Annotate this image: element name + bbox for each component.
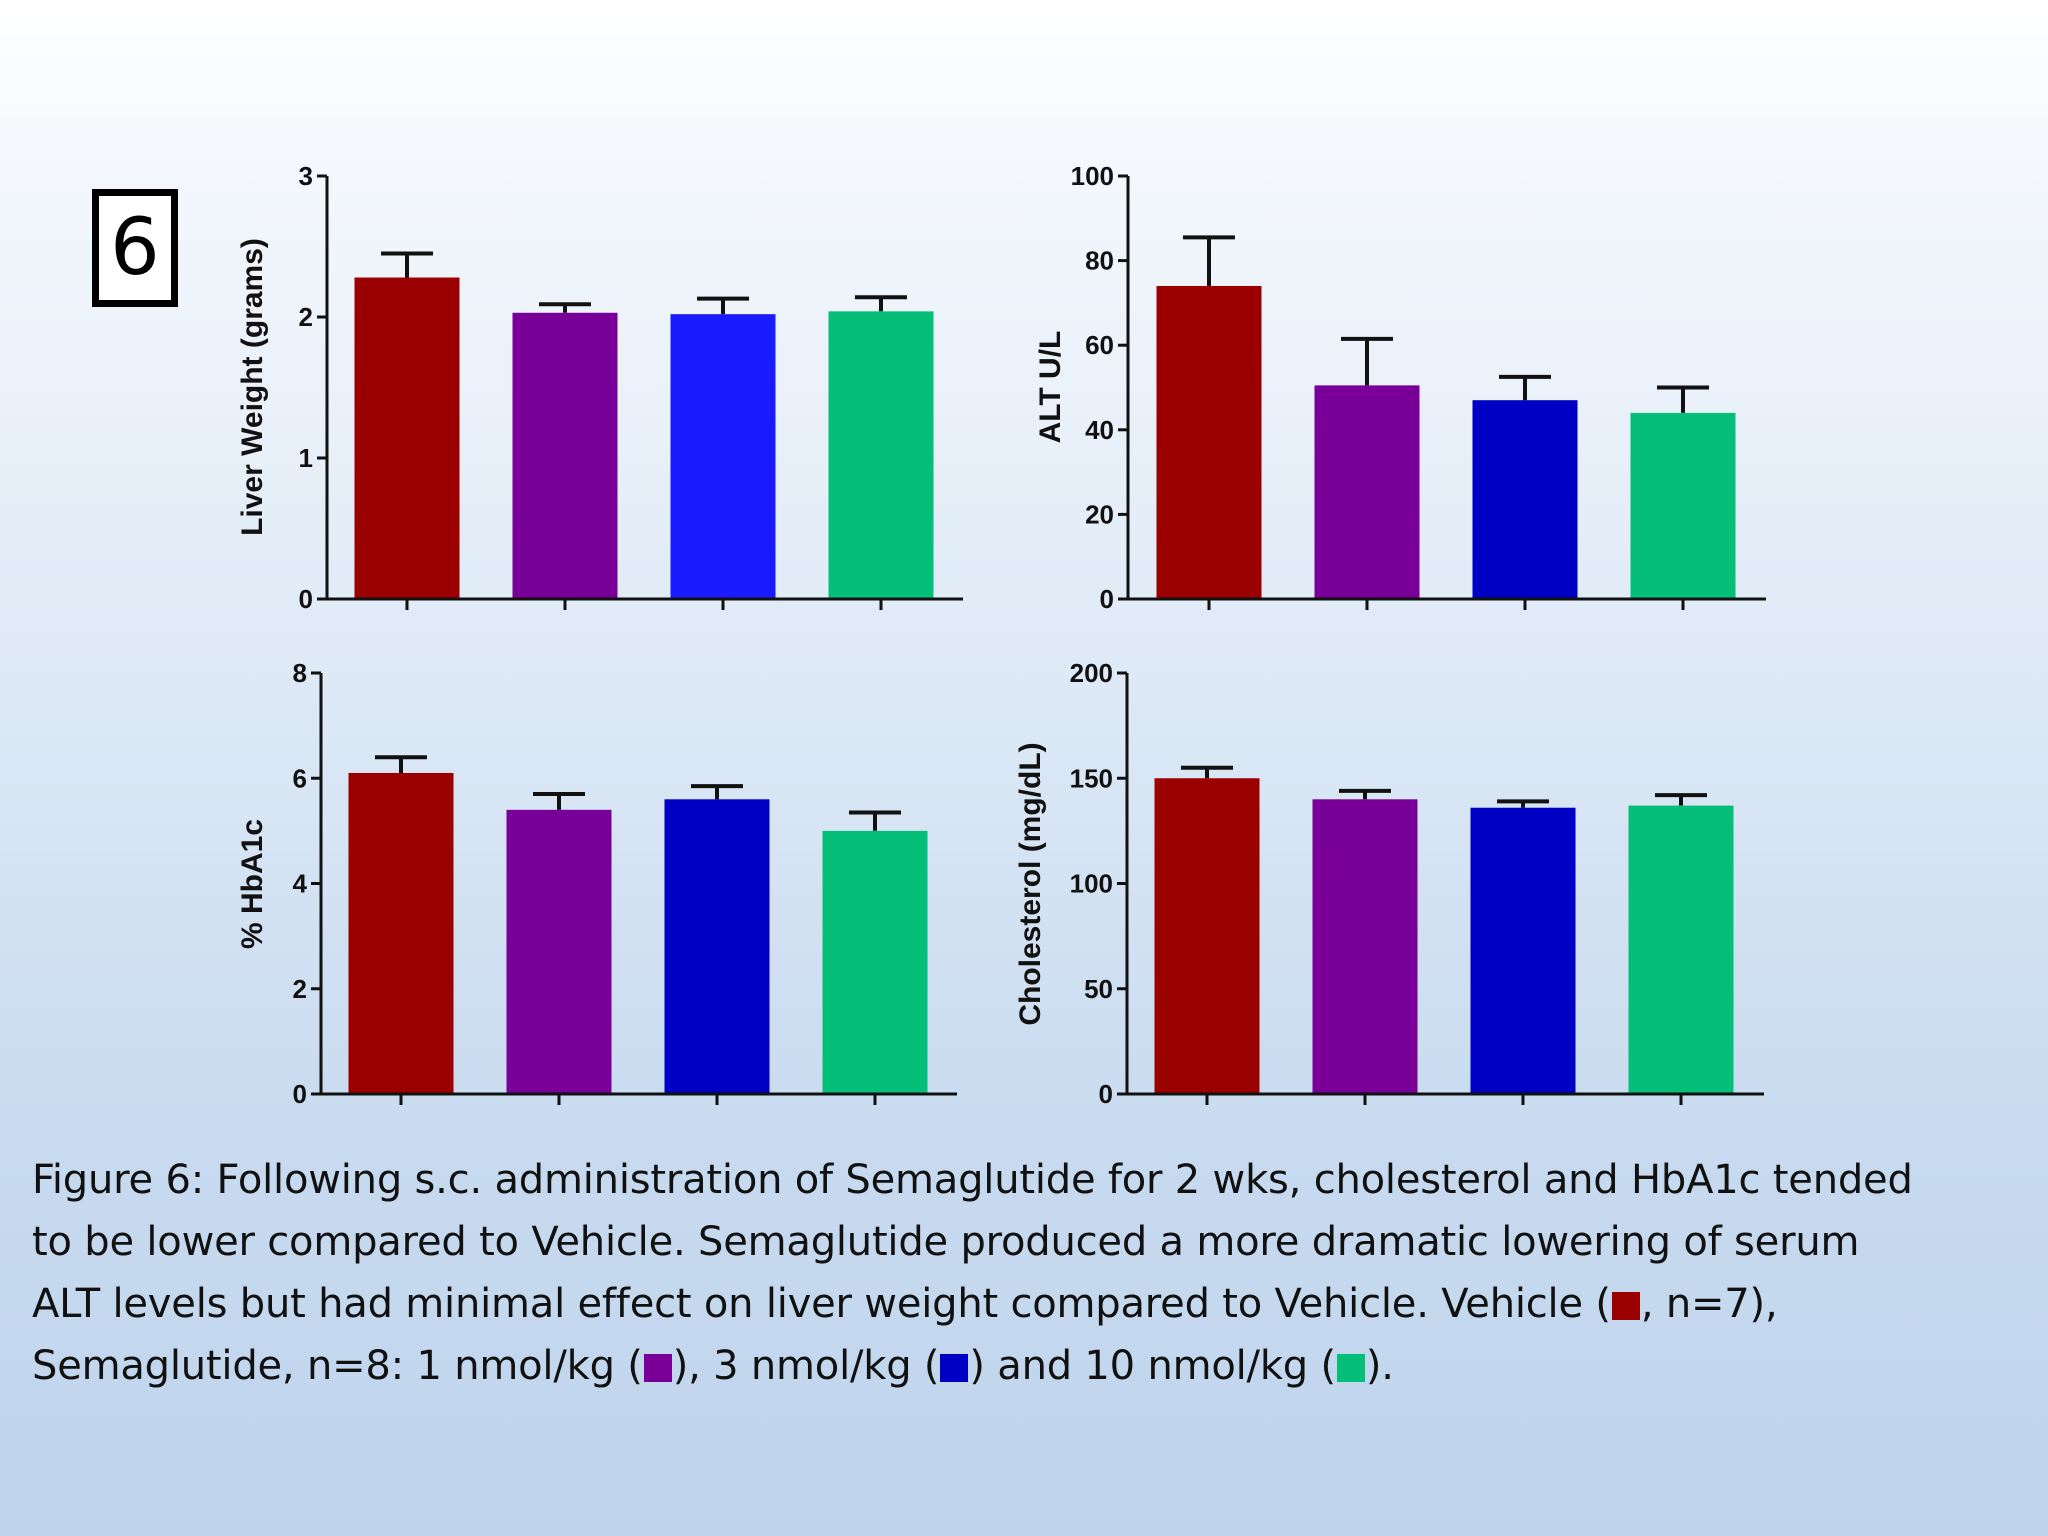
y-tick-label: 200	[1070, 658, 1113, 688]
y-tick-label: 40	[1085, 415, 1114, 445]
bar	[828, 311, 934, 599]
bar	[506, 809, 612, 1094]
chart-panel-4: 0 50 100 150 200 Cholesterol (mg/dL)	[1014, 658, 1764, 1109]
bar	[1156, 285, 1262, 599]
caption-line-1: Figure 6: Following s.c. administration …	[32, 1157, 1913, 1203]
bar	[348, 772, 454, 1094]
y-tick-label: 0	[1100, 584, 1114, 614]
caption-text: ) and 10 nmol/kg (	[969, 1343, 1336, 1389]
y-tick-label: 8	[293, 658, 307, 688]
bar	[354, 277, 460, 599]
bar	[822, 830, 928, 1094]
caption-text: ALT levels but had minimal effect on liv…	[32, 1281, 1611, 1327]
y-tick-label: 100	[1070, 869, 1113, 899]
bar	[664, 799, 770, 1094]
figure-number-badge: 6	[92, 189, 178, 307]
bar	[1628, 805, 1734, 1094]
y-tick-label: 100	[1071, 161, 1114, 191]
y-tick-label: 0	[299, 584, 313, 614]
bar	[1630, 412, 1736, 599]
chart-panel-1: 0 1 2 3 Liver Weight (grams)	[236, 161, 963, 614]
caption-line-4: Semaglutide, n=8: 1 nmol/kg ( ), 3 nmol/k…	[32, 1335, 2022, 1397]
caption-line-2: to be lower compared to Vehicle. Semaglu…	[32, 1219, 1860, 1265]
bar	[1154, 778, 1260, 1094]
caption-text: ).	[1365, 1343, 1394, 1389]
bar	[512, 312, 618, 599]
chart-panel-3: 0 2 4 6 8 % HbA1c	[236, 658, 957, 1109]
y-tick-label: 50	[1084, 974, 1113, 1004]
caption-line-3: ALT levels but had minimal effect on liv…	[32, 1273, 2022, 1335]
sema-3-swatch	[940, 1354, 969, 1382]
y-tick-label: 2	[293, 974, 307, 1004]
bar	[1472, 400, 1578, 599]
caption-text: ), 3 nmol/kg (	[672, 1343, 940, 1389]
y-axis-title: % HbA1c	[236, 819, 269, 949]
y-tick-label: 0	[1099, 1079, 1113, 1109]
y-tick-label: 3	[299, 161, 313, 191]
bar	[670, 314, 776, 599]
bar	[1312, 799, 1418, 1094]
y-tick-label: 20	[1085, 499, 1114, 529]
caption-text: , n=7),	[1640, 1281, 1778, 1327]
figure-number: 6	[110, 203, 160, 293]
bar	[1470, 807, 1576, 1094]
chart-panel-2: 0 20 40 60 80 100 ALT U/L	[1034, 161, 1766, 614]
figure-caption: Figure 6: Following s.c. administration …	[32, 1149, 2022, 1397]
y-tick-label: 6	[293, 763, 307, 793]
y-tick-label: 60	[1085, 330, 1114, 360]
bar	[1314, 385, 1420, 599]
y-axis-title: Liver Weight (grams)	[236, 238, 269, 536]
y-tick-label: 2	[299, 302, 313, 332]
y-tick-label: 0	[293, 1079, 307, 1109]
sema-1-swatch	[643, 1354, 672, 1382]
caption-text: Semaglutide, n=8: 1 nmol/kg (	[32, 1343, 643, 1389]
y-tick-label: 150	[1070, 763, 1113, 793]
y-axis-title: Cholesterol (mg/dL)	[1014, 742, 1047, 1025]
sema-10-swatch	[1336, 1354, 1365, 1382]
y-tick-label: 80	[1085, 246, 1114, 276]
y-axis-title: ALT U/L	[1034, 331, 1067, 444]
y-tick-label: 4	[293, 869, 308, 899]
vehicle-swatch	[1611, 1292, 1640, 1320]
y-tick-label: 1	[299, 443, 313, 473]
